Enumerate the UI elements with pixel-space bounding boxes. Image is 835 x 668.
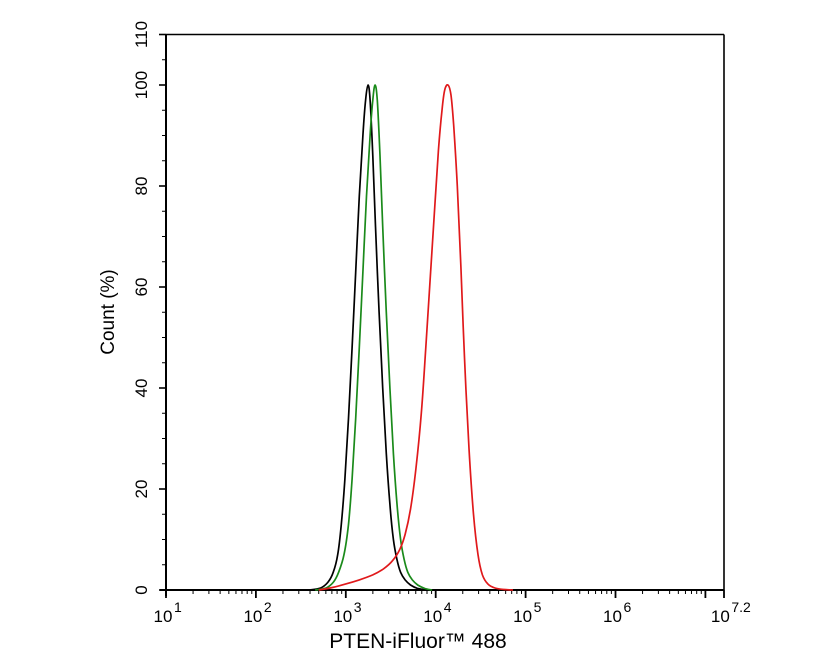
y-tick-label: 20 <box>132 480 151 499</box>
series-red-curve <box>318 83 514 591</box>
x-tick-label: 10 <box>513 607 532 626</box>
y-tick-label: 80 <box>132 177 151 196</box>
x-tick-exponent: 1 <box>174 599 182 615</box>
y-tick-label: 40 <box>132 379 151 398</box>
x-axis-ticks: 10 1 10 2 10 3 10 4 10 5 10 6 10 7.2 <box>154 590 751 626</box>
x-tick-exponent: 7.2 <box>731 599 751 615</box>
y-tick-label: 0 <box>132 585 151 594</box>
x-tick-exponent: 4 <box>444 599 452 615</box>
x-tick-label: 10 <box>603 607 622 626</box>
x-tick-exponent: 5 <box>534 599 542 615</box>
y-tick-label: 100 <box>132 71 151 99</box>
x-tick-exponent: 3 <box>354 599 362 615</box>
series-black-curve <box>309 84 427 591</box>
series-green-curve <box>315 84 433 591</box>
histogram-series <box>309 83 514 591</box>
x-tick-label: 10 <box>711 607 730 626</box>
x-tick-exponent: 6 <box>624 599 632 615</box>
y-tick-label: 110 <box>132 21 151 48</box>
x-tick-label: 10 <box>333 607 352 626</box>
x-tick-exponent: 2 <box>264 599 272 615</box>
x-tick-label: 10 <box>243 607 262 626</box>
y-axis-title: Count (%) <box>98 269 119 355</box>
x-tick-label: 10 <box>423 607 442 626</box>
x-axis-title: PTEN-iFluor™ 488 <box>329 630 506 653</box>
y-tick-label: 60 <box>132 278 151 297</box>
x-tick-label: 10 <box>154 607 173 626</box>
y-axis-ticks: 0 20 40 60 80 100 110 <box>132 21 166 595</box>
plot-frame <box>160 33 725 596</box>
